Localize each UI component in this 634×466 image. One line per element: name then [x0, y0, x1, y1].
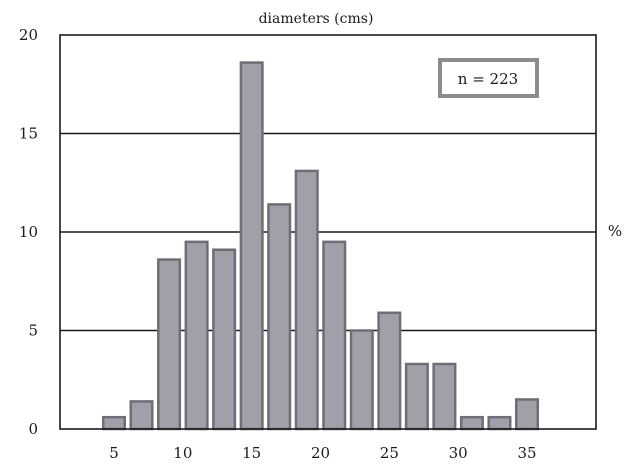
- sample-size-frame: [438, 58, 539, 98]
- x-tick-label: 35: [517, 444, 536, 462]
- bar: [129, 400, 154, 431]
- bar: [101, 415, 127, 431]
- x-tick-label: 5: [109, 444, 119, 462]
- bar: [432, 362, 457, 431]
- chart-title: diameters (cms): [259, 11, 374, 27]
- bar: [157, 258, 182, 431]
- y-tick-label: 15: [19, 125, 38, 143]
- bar: [514, 398, 540, 431]
- x-tick-label: 20: [311, 444, 330, 462]
- y-tick-label: 5: [28, 322, 38, 340]
- bar: [184, 240, 209, 431]
- x-tick-label: 15: [242, 444, 261, 462]
- y-tick-labels: 0 5 10 15 20: [19, 26, 38, 438]
- plot-frame: [59, 34, 597, 430]
- bar: [294, 169, 319, 431]
- bar: [322, 240, 347, 431]
- sample-size-label: n = 223: [458, 70, 518, 88]
- bars: [101, 61, 540, 431]
- y-tick-label: 10: [19, 223, 38, 241]
- sample-size-box: n = 223: [438, 58, 539, 98]
- bar: [377, 311, 402, 431]
- x-tick-label: 30: [449, 444, 468, 462]
- bar: [487, 415, 512, 431]
- bar: [267, 203, 292, 431]
- bar: [349, 329, 374, 431]
- bar: [459, 415, 484, 431]
- y-axis-label: %: [608, 222, 622, 240]
- y-tick-label: 0: [28, 420, 38, 438]
- bar: [404, 362, 429, 431]
- bar: [239, 61, 264, 431]
- x-tick-label: 25: [380, 444, 399, 462]
- x-tick-labels: 5 10 15 20 25 30 35: [109, 444, 536, 462]
- bar: [212, 248, 237, 431]
- y-tick-label: 20: [19, 26, 38, 44]
- x-tick-label: 10: [173, 444, 192, 462]
